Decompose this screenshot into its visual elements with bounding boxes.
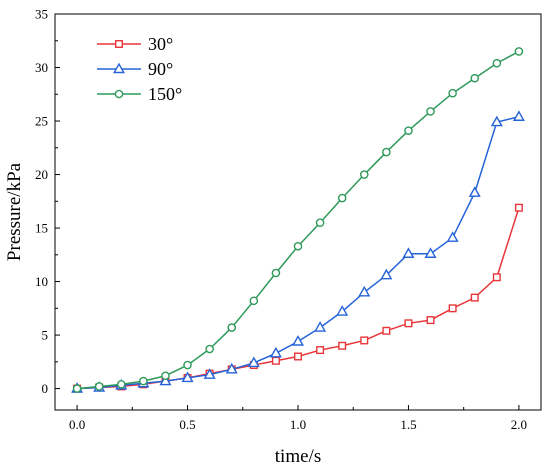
- data-point-triangle: [225, 362, 238, 374]
- legend-label: 150°: [148, 84, 182, 104]
- data-point-circle: [293, 241, 303, 251]
- y-tick-label: 5: [42, 328, 49, 343]
- x-tick-label: 1.5: [400, 417, 416, 432]
- legend-label: 90°: [148, 59, 173, 79]
- series-layer: [71, 47, 525, 393]
- data-point-triangle: [336, 305, 349, 316]
- data-point-circle: [227, 323, 237, 332]
- data-point-circle: [116, 380, 126, 389]
- data-point-triangle: [490, 115, 503, 127]
- y-tick-label: 35: [35, 7, 48, 22]
- plot-frame: [54, 13, 542, 411]
- y-tick-label: 20: [35, 167, 48, 182]
- data-point-circle: [337, 193, 347, 203]
- data-point-square: [514, 203, 523, 212]
- data-point-triangle: [269, 346, 282, 358]
- data-point-triangle: [247, 356, 260, 368]
- data-point-circle: [72, 384, 82, 393]
- data-point-square: [470, 293, 479, 302]
- data-point-triangle: [402, 247, 415, 258]
- x-axis-ticks: 0.0 0.5 1.0 1.5 2.0: [69, 405, 527, 432]
- data-point-triangle: [314, 321, 327, 332]
- data-point-square: [294, 352, 303, 361]
- legend-label: 30°: [148, 34, 173, 54]
- data-point-triangle: [203, 368, 216, 379]
- data-point-triangle: [468, 186, 481, 197]
- data-point-circle: [249, 296, 259, 306]
- data-point-circle: [404, 126, 413, 135]
- data-point-square: [426, 316, 435, 325]
- data-point-square: [271, 356, 280, 365]
- data-point-square: [360, 336, 369, 345]
- data-point-circle: [183, 360, 192, 370]
- data-point-triangle: [446, 231, 459, 242]
- data-point-circle: [426, 107, 435, 116]
- data-point-square: [316, 346, 325, 355]
- y-tick-label: 10: [35, 274, 48, 289]
- x-tick-label: 2.0: [511, 417, 527, 432]
- data-point-circle: [470, 73, 480, 83]
- data-point-square: [338, 341, 347, 350]
- y-tick-label: 30: [35, 60, 48, 75]
- data-point-triangle: [181, 371, 194, 383]
- data-point-circle: [94, 382, 104, 391]
- data-point-circle: [448, 88, 457, 98]
- y-tick-label: 25: [35, 114, 48, 129]
- x-tick-label: 0.5: [179, 417, 195, 432]
- x-tick-label: 0.0: [69, 417, 85, 432]
- y-tick-label: 0: [42, 381, 49, 396]
- data-point-square: [492, 273, 501, 282]
- data-point-triangle: [113, 62, 125, 74]
- series-line: [77, 116, 520, 390]
- data-point-circle: [114, 89, 124, 99]
- data-point-triangle: [424, 247, 437, 258]
- y-axis-ticks: 0 5 10 15 20 25 30 35: [35, 7, 60, 396]
- data-point-circle: [139, 376, 148, 386]
- data-point-circle: [359, 170, 369, 179]
- data-point-circle: [271, 268, 281, 278]
- data-point-circle: [205, 344, 214, 354]
- data-point-square: [114, 40, 123, 49]
- data-point-triangle: [358, 285, 371, 297]
- data-point-circle: [382, 147, 391, 157]
- data-point-square: [448, 304, 457, 313]
- data-point-triangle: [380, 268, 393, 280]
- data-point-triangle: [292, 335, 304, 346]
- legend: 30° 90° 150°: [97, 34, 182, 104]
- y-tick-label: 15: [35, 221, 48, 236]
- data-point-circle: [315, 218, 325, 228]
- x-tick-label: 1.0: [290, 417, 306, 432]
- data-point-circle: [161, 371, 170, 381]
- data-point-square: [382, 326, 391, 335]
- data-point-triangle: [512, 110, 525, 121]
- data-point-circle: [492, 58, 502, 68]
- x-axis-title: time/s: [275, 446, 321, 467]
- data-point-triangle: [159, 374, 172, 386]
- data-point-square: [404, 319, 413, 328]
- y-axis-title: Pressure/kPa: [4, 162, 25, 261]
- data-point-circle: [514, 47, 524, 56]
